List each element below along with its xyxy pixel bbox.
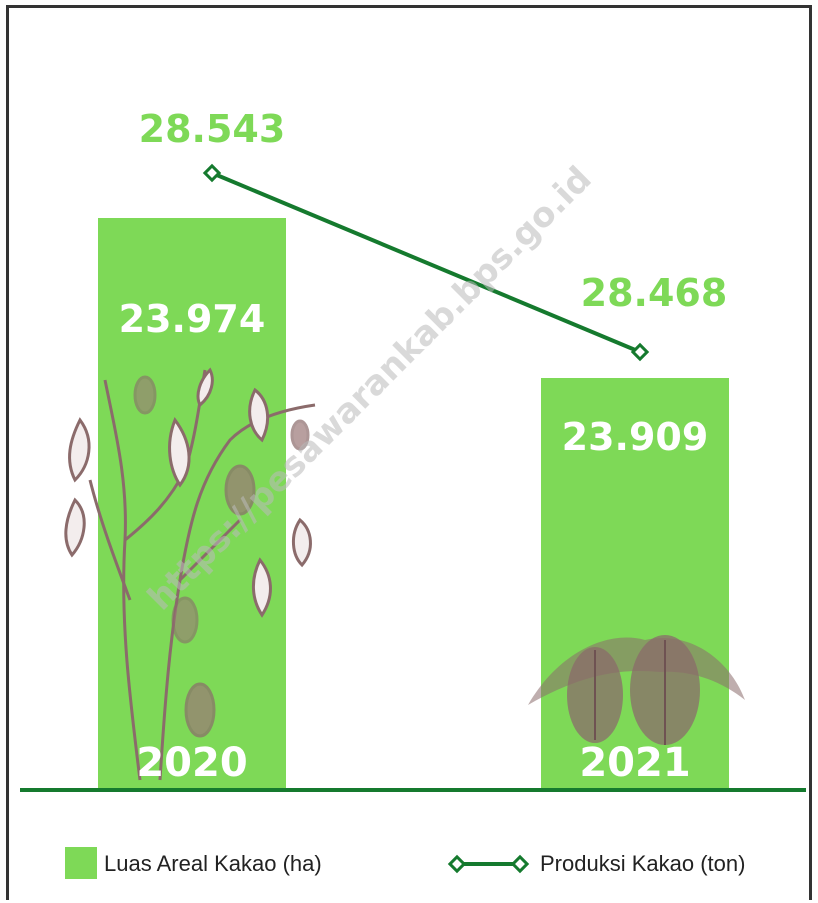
bar-value-label-2021: 23.909 <box>562 415 709 459</box>
bar-value-label-2020: 23.974 <box>119 297 266 341</box>
cocoa-tree-illustration <box>64 367 316 781</box>
labels-layer: 2020 23.974 2021 23.909 28.543 28.468 <box>119 107 728 786</box>
legend-bar-label: Luas Areal Kakao (ha) <box>104 851 322 876</box>
line-layer <box>202 163 650 362</box>
legend-line-marker-right <box>510 854 530 874</box>
legend: Luas Areal Kakao (ha) Produksi Kakao (to… <box>65 847 745 879</box>
line-value-label-2020: 28.543 <box>139 107 286 151</box>
legend-line-marker-left <box>447 854 467 874</box>
production-line <box>211 171 641 354</box>
cocoa-pods-illustration <box>528 635 745 745</box>
legend-bar-swatch <box>65 847 97 879</box>
line-point-2021 <box>630 342 650 362</box>
legend-line-label: Produksi Kakao (ton) <box>540 851 745 876</box>
line-value-label-2021: 28.468 <box>581 271 728 315</box>
x-tick-label-2020: 2020 <box>136 740 247 786</box>
chart-frame <box>6 5 812 900</box>
bars-layer <box>98 218 729 790</box>
line-point-2020 <box>202 163 222 183</box>
x-tick-label-2021: 2021 <box>579 740 690 786</box>
